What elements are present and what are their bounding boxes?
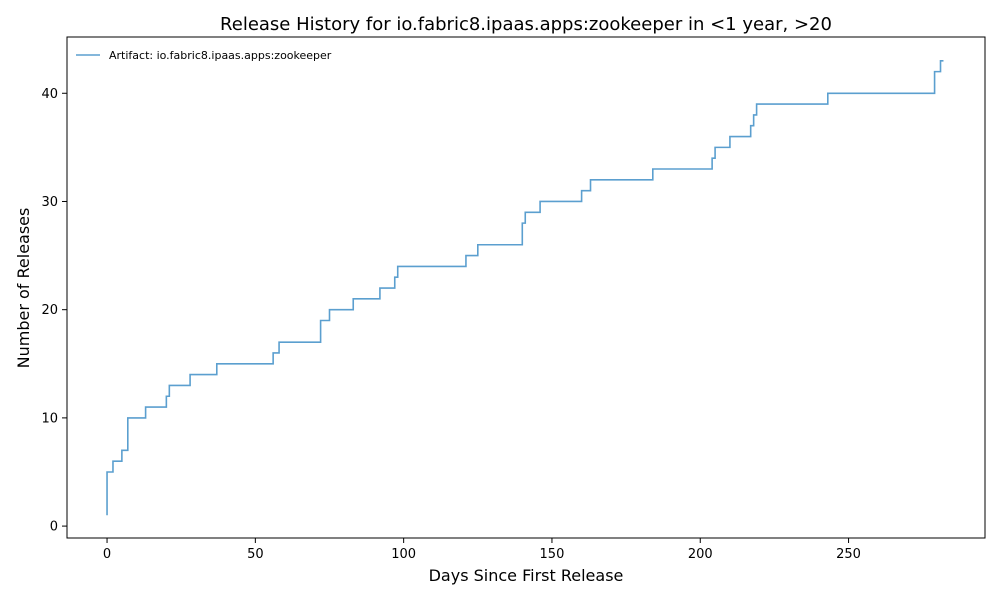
- y-tick-label: 40: [41, 87, 58, 102]
- x-tick-label: 250: [836, 547, 861, 562]
- x-tick-label: 100: [391, 547, 416, 562]
- x-axis: 0 50 100 150 200 250: [103, 538, 861, 562]
- y-axis: 0 10 20 30 40: [41, 87, 67, 535]
- legend: Artifact: io.fabric8.ipaas.apps:zookeepe…: [76, 49, 332, 62]
- x-axis-label: Days Since First Release: [429, 566, 624, 585]
- chart-title: Release History for io.fabric8.ipaas.app…: [220, 14, 832, 35]
- plot-frame: [66, 36, 986, 539]
- series-line: [106, 60, 944, 516]
- x-tick-label: 150: [540, 547, 565, 562]
- x-tick-label: 200: [688, 547, 713, 562]
- legend-label: Artifact: io.fabric8.ipaas.apps:zookeepe…: [109, 49, 332, 62]
- y-tick-label: 30: [41, 195, 58, 210]
- y-tick-label: 20: [41, 303, 58, 318]
- y-axis-label: Number of Releases: [14, 208, 33, 369]
- plot-area: [106, 60, 944, 516]
- y-tick-label: 0: [50, 520, 58, 535]
- x-tick-label: 0: [103, 547, 111, 562]
- x-tick-label: 50: [247, 547, 264, 562]
- y-tick-label: 10: [41, 411, 58, 426]
